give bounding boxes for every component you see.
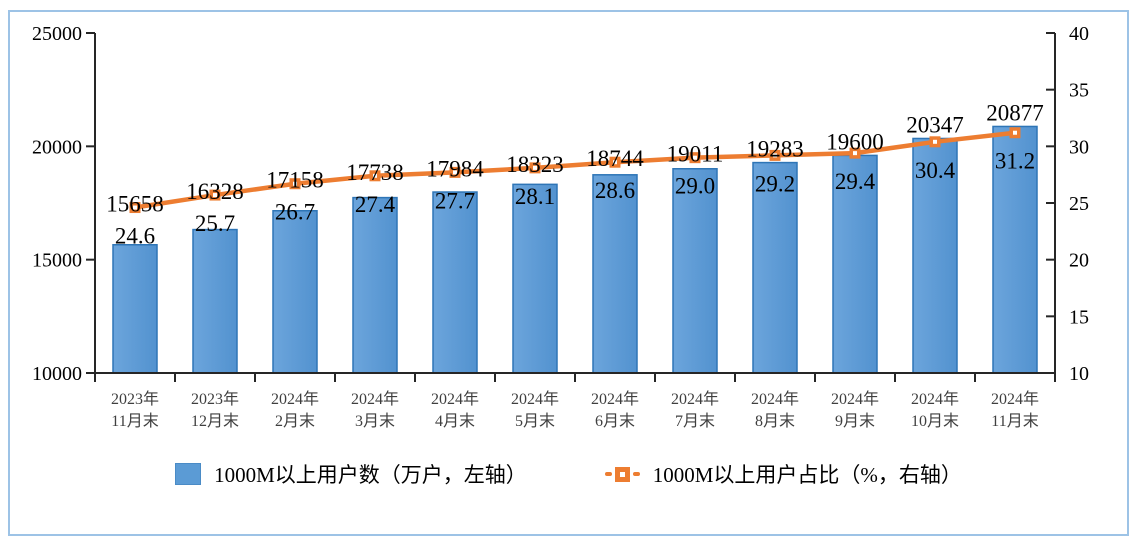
bar [912,137,958,374]
line-value-label: 28.6 [595,178,635,203]
chart-legend: 1000M以上用户数（万户，左轴） 1000M以上用户占比（%，右轴） [0,459,1137,489]
bar [352,196,398,374]
legend-square-marker-icon [614,466,630,482]
bar-value-label: 16328 [186,179,244,204]
line-marker-center [133,205,137,210]
right-axis-tick-label: 40 [1069,23,1089,45]
x-axis-label-line2: 8月末 [755,412,795,430]
left-axis-tick-label: 25000 [32,23,82,45]
bar-series-swatch-icon [175,463,202,485]
right-axis-tick-label: 30 [1069,136,1089,158]
line-value-label: 26.7 [275,200,315,225]
bar-value-label: 20347 [906,112,964,137]
line-marker-center [1013,130,1017,135]
line-value-label: 24.6 [115,224,155,249]
legend-label-line-series: 1000M以上用户占比（%，右轴） [652,463,962,487]
line-series-marker-icon [604,466,640,482]
left-axis-tick-label: 15000 [32,250,82,272]
line-marker-center [533,165,537,170]
legend-dash-icon [632,472,640,476]
bar [672,168,718,374]
legend-label-bar-series: 1000M以上用户数（万户，左轴） [214,463,527,487]
line-marker-center [773,153,777,158]
line-value-label: 30.4 [915,158,956,183]
bar-value-label: 19283 [746,137,804,162]
bar [992,125,1038,374]
legend-dash-icon [604,472,612,476]
bar [512,183,558,374]
x-axis-label-line2: 3月末 [355,412,395,430]
x-axis-label-line2: 5月末 [515,412,555,430]
line-series [134,130,1016,210]
bar-value-label: 17158 [266,168,324,193]
x-axis-label-line1: 2024年 [511,390,559,408]
x-axis-label-line2: 6月末 [595,412,635,430]
x-axis-label-line2: 2月末 [275,412,315,430]
x-axis-label-line2: 9月末 [835,412,875,430]
bar [592,174,638,374]
line-value-label: 29.2 [755,171,795,196]
x-axis-label-line1: 2024年 [271,390,319,408]
line-marker-center [453,170,457,175]
x-axis-label-line2: 11月末 [991,412,1038,430]
line-value-label: 27.7 [435,188,475,213]
x-axis-label-line1: 2024年 [671,390,719,408]
line-marker-center [293,181,297,186]
line-value-label: 25.7 [195,211,235,236]
x-axis-label-line1: 2024年 [911,390,959,408]
x-axis-label-line2: 10月末 [911,412,959,430]
right-axis-tick-label: 15 [1069,306,1089,328]
line-marker-center [373,173,377,178]
bar-value-label: 17984 [426,156,484,181]
bar-value-label: 18323 [506,152,564,177]
line-marker-center [693,155,697,160]
left-axis-tick-label: 10000 [32,363,82,385]
bar-value-label: 17738 [346,160,404,185]
legend-item-bar-series: 1000M以上用户数（万户，左轴） [175,459,527,489]
right-axis-tick-label: 35 [1069,80,1089,102]
bar [272,210,318,374]
bar-value-label: 18744 [586,146,644,171]
right-axis-tick-label: 25 [1069,193,1089,215]
x-axis-label-line1: 2024年 [591,390,639,408]
x-axis-label-line1: 2024年 [831,390,879,408]
line-value-label: 27.4 [355,192,396,217]
line-marker-center [933,139,937,144]
x-axis-label-line2: 12月末 [191,412,239,430]
legend-item-line-series: 1000M以上用户占比（%，右轴） [604,459,962,489]
left-axis-tick-label: 20000 [32,136,82,158]
x-axis-label-line2: 4月末 [435,412,475,430]
bar-value-label: 19011 [667,142,724,167]
figure-border [8,10,1129,536]
bar [432,191,478,374]
x-axis-label-line1: 2024年 [431,390,479,408]
line-value-label: 29.0 [675,174,715,199]
right-axis-tick-label: 20 [1069,250,1089,272]
x-axis-label-line1: 2024年 [351,390,399,408]
x-axis-label-line2: 7月末 [675,412,715,430]
x-axis-label-line1: 2023年 [111,390,159,408]
x-axis-label-line1: 2024年 [751,390,799,408]
bar-value-label: 20877 [986,100,1044,125]
line-value-label: 28.1 [515,184,555,209]
line-marker-center [853,151,857,156]
x-axis-label-line1: 2023年 [191,390,239,408]
bar [112,244,158,374]
line-marker-center [213,193,217,198]
bar [752,161,798,374]
x-axis-label-line2: 11月末 [111,412,158,430]
bar-value-label: 15658 [106,192,164,217]
x-axis-label-line1: 2024年 [991,390,1039,408]
bar-value-label: 19600 [826,129,884,154]
line-value-label: 31.2 [995,149,1035,174]
right-axis-tick-label: 10 [1069,363,1089,385]
line-marker-center [613,160,617,165]
line-value-label: 29.4 [835,169,876,194]
bar [192,228,238,374]
